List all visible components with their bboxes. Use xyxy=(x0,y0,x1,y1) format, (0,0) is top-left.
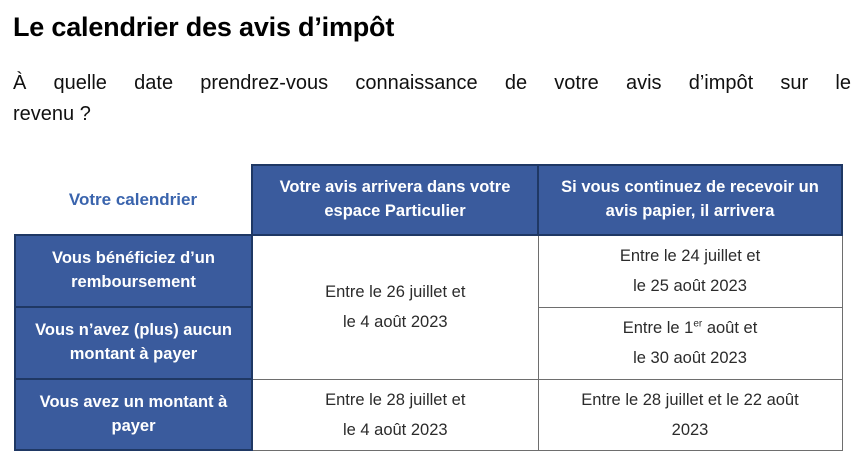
column-header-espace-particulier: Votre avis arrivera dans votre espace Pa… xyxy=(251,164,539,236)
cell-papier-row-3: Entre le 28 juillet et le 22 août 2023 xyxy=(537,378,843,451)
ordinal-er: er xyxy=(693,318,703,330)
row-header-montant-a-payer: Vous avez un montant à payer xyxy=(14,378,253,451)
table-row-montant-a-payer: Vous avez un montant à payer Entre le 28… xyxy=(14,378,843,451)
intro-paragraph: À quelle date prendrez-vous connaissance… xyxy=(13,68,851,130)
row-header-remboursement: Vous bénéficiez d’un remboursement xyxy=(14,234,253,308)
table-header-row: Votre calendrier Votre avis arrivera dan… xyxy=(15,164,843,236)
cell-papier-row-1: Entre le 24 juillet et le 25 août 2023 xyxy=(537,234,843,308)
column-header-avis-papier: Si vous continuez de recevoir un avis pa… xyxy=(537,164,843,236)
tax-notice-calendar-table: Votre calendrier Votre avis arrivera dan… xyxy=(14,164,843,451)
cell-espace-row-3: Entre le 28 juillet et le 4 août 2023 xyxy=(251,378,539,451)
date-line: 2023 xyxy=(671,420,709,439)
date-line: Entre le 26 juillet et xyxy=(325,283,466,302)
date-line: Entre le 24 juillet et xyxy=(619,247,761,266)
table-row-aucun-montant: Vous n’avez (plus) aucun montant à payer… xyxy=(14,306,843,380)
intro-line-1: À quelle date prendrez-vous connaissance… xyxy=(13,72,851,94)
cell-espace-rows-1-2: Entre le 26 juillet et le 4 août 2023 xyxy=(251,234,539,380)
date-line: le 4 août 2023 xyxy=(342,313,448,332)
corner-label-votre-calendrier: Votre calendrier xyxy=(15,165,252,235)
page-title: Le calendrier des avis d’impôt xyxy=(13,12,395,42)
date-line: le 30 août 2023 xyxy=(633,349,747,367)
date-line: Entre le 28 juillet et le 22 août xyxy=(581,390,799,409)
row-header-aucun-montant: Vous n’avez (plus) aucun montant à payer xyxy=(14,306,253,380)
date-text: Entre le 1 xyxy=(622,319,694,337)
cell-papier-row-2: Entre le 1er août et le 30 août 2023 xyxy=(537,306,843,380)
date-line: le 4 août 2023 xyxy=(342,420,448,439)
date-line: Entre le 1er août et xyxy=(545,313,836,343)
date-text: août et xyxy=(702,319,758,337)
date-line: Entre le 28 juillet et xyxy=(325,390,466,409)
intro-line-2: revenu ? xyxy=(13,103,91,125)
date-line: le 25 août 2023 xyxy=(633,277,747,296)
table-row-remboursement: Vous bénéficiez d’un remboursement Entre… xyxy=(14,234,843,380)
